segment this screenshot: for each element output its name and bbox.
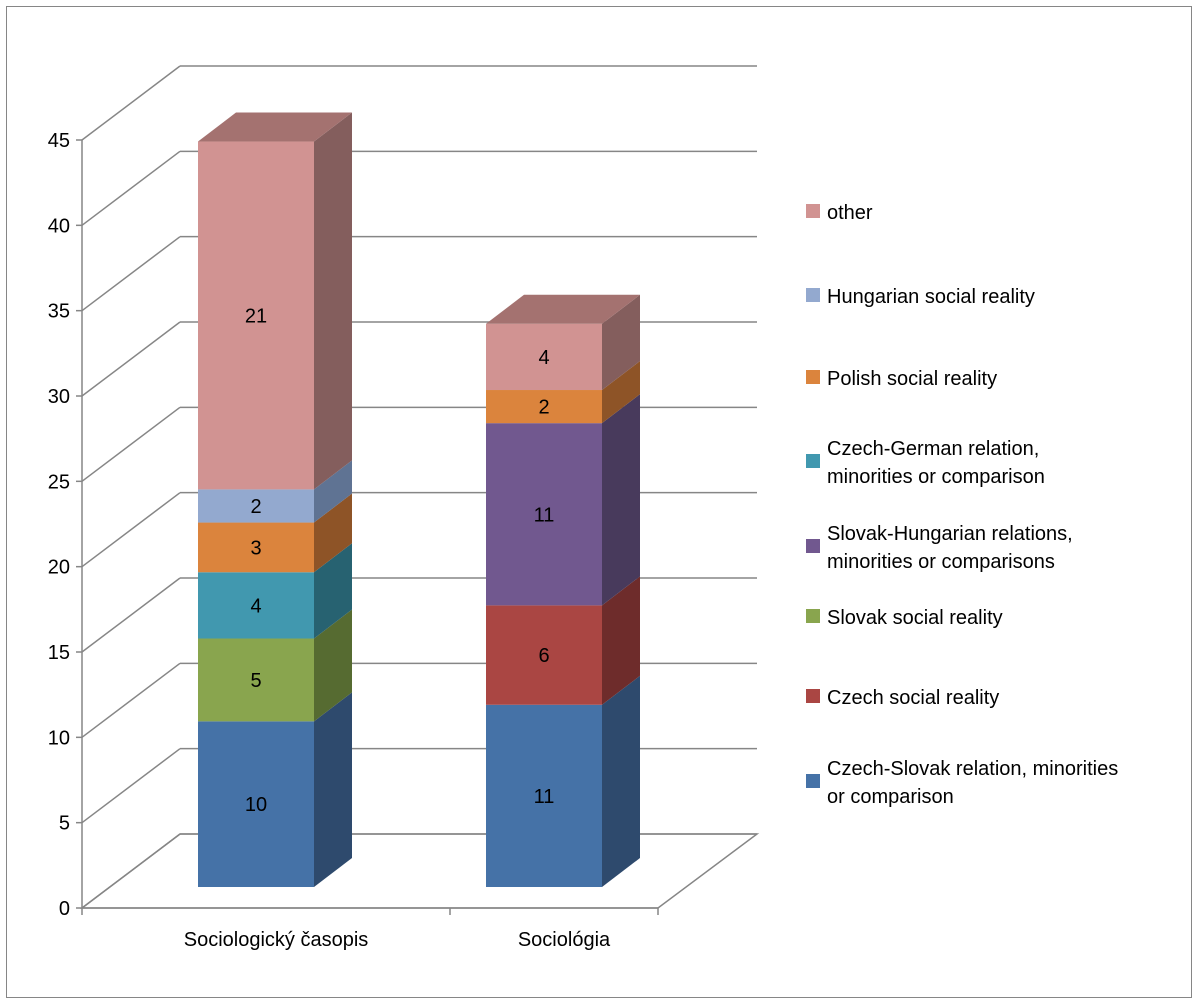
legend-item-czech-slovak-relation-minorities-or-comparison: Czech-Slovak relation, minorities or comp… xyxy=(806,758,1118,808)
bar-segment-czech-slovak-relation-minorities-or-comparison: 11 xyxy=(486,676,640,887)
data-label: 3 xyxy=(250,537,261,559)
legend-item-slovak-hungarian-relations-minorities-or-comparisons: Slovak-Hungarian relations, minorities or… xyxy=(806,523,1073,573)
legend-swatch xyxy=(806,454,820,468)
legend-swatch xyxy=(806,204,820,218)
legend-swatch xyxy=(806,288,820,302)
legend-swatch xyxy=(806,539,820,553)
legend-item-hungarian-social-reality: Hungarian social reality xyxy=(806,286,1035,308)
data-label: 21 xyxy=(245,305,267,327)
y-tick-label: 25 xyxy=(48,471,70,493)
gridlines xyxy=(82,66,757,908)
data-label: 2 xyxy=(538,397,549,419)
data-label: 10 xyxy=(245,794,267,816)
legend-swatch xyxy=(806,774,820,788)
bar-side xyxy=(602,394,640,605)
legend-item-czech-german-relation-minorities-or-comparison: Czech-German relation, minorities or comp… xyxy=(806,438,1045,488)
category-label: Sociológia xyxy=(518,929,611,951)
y-tick-label: 0 xyxy=(59,898,70,920)
gridline-diagonal xyxy=(82,66,180,140)
gridline-diagonal xyxy=(82,237,180,311)
gridline-diagonal xyxy=(82,749,180,823)
y-tick-label: 35 xyxy=(48,301,70,323)
legend-item-polish-social-reality: Polish social reality xyxy=(806,368,997,390)
data-label: 6 xyxy=(538,645,549,667)
bar-segment-czech-slovak-relation-minorities-or-comparison: 10 xyxy=(198,692,352,887)
chart-floor xyxy=(82,834,757,908)
data-label: 11 xyxy=(534,504,555,526)
y-tick-label: 45 xyxy=(48,130,70,152)
legend-swatch xyxy=(806,609,820,623)
bar-side xyxy=(602,676,640,887)
legend-label: Czech-German relation, minorities or comp… xyxy=(827,438,1045,488)
legend-label: Czech-Slovak relation, minorities or comp… xyxy=(827,758,1118,808)
bar-segment-slovak-hungarian-relations-minorities-or-comparisons: 11 xyxy=(486,394,640,605)
legend-label: other xyxy=(827,202,873,224)
legend-label: Czech social reality xyxy=(827,687,999,709)
y-tick-label: 10 xyxy=(48,727,70,749)
legend-item-czech-social-reality: Czech social reality xyxy=(806,687,999,709)
gridline-diagonal xyxy=(82,322,180,396)
data-label: 5 xyxy=(250,670,261,692)
data-label: 4 xyxy=(538,347,549,369)
legend-label: Hungarian social reality xyxy=(827,286,1035,308)
bar-side xyxy=(314,113,352,490)
legend-label: Polish social reality xyxy=(827,368,997,390)
y-tick-label: 40 xyxy=(48,215,70,237)
y-tick-label: 15 xyxy=(48,642,70,664)
gridline-diagonal xyxy=(82,493,180,567)
y-tick-label: 5 xyxy=(59,813,70,835)
legend-swatch xyxy=(806,689,820,703)
legend: other Hungarian social reality Polish soci… xyxy=(806,202,1118,808)
bar-side xyxy=(314,692,352,887)
bar-segment-other: 4 xyxy=(486,295,640,390)
legend-swatch xyxy=(806,370,820,384)
legend-label: Slovak social reality xyxy=(827,607,1003,629)
bars: 10 5 4 3 2 21 11 6 11 2 4 xyxy=(198,113,640,887)
y-tick-label: 30 xyxy=(48,386,70,408)
gridline-diagonal xyxy=(82,663,180,737)
data-label: 2 xyxy=(250,496,261,518)
legend-label: Slovak-Hungarian relations, minorities or… xyxy=(827,523,1073,573)
legend-item-slovak-social-reality: Slovak social reality xyxy=(806,607,1003,629)
gridline-diagonal xyxy=(82,578,180,652)
y-tick-label: 20 xyxy=(48,557,70,579)
category-label: Sociologický časopis xyxy=(184,929,369,951)
data-label: 4 xyxy=(250,595,261,617)
gridline-diagonal xyxy=(82,407,180,481)
legend-item-other: other xyxy=(806,202,873,224)
data-label: 11 xyxy=(534,786,555,808)
gridline-diagonal xyxy=(82,151,180,225)
bar-segment-other: 21 xyxy=(198,113,352,490)
